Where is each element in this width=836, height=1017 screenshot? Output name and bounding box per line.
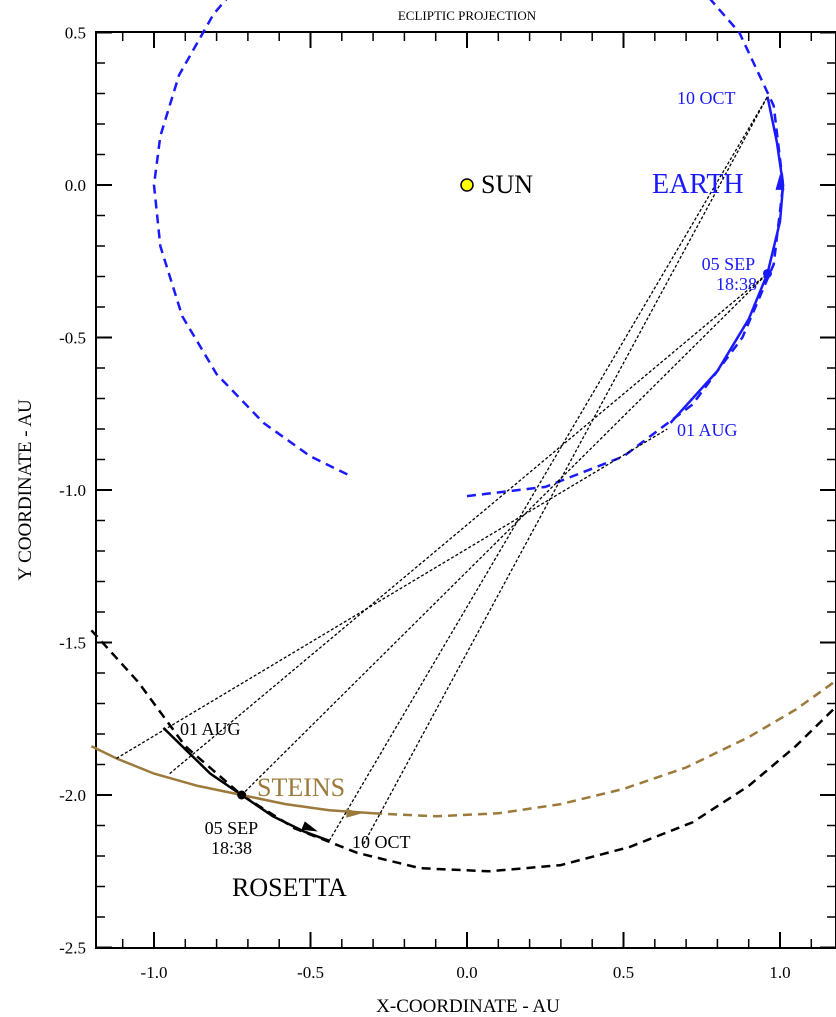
sun-marker — [460, 178, 474, 192]
y-tick-label: -2.5 — [59, 939, 86, 958]
earth-direction-arrow — [775, 173, 785, 190]
rosetta-direction-arrow — [301, 821, 318, 832]
axis-tick-labels: -1.0 -0.5 0.0 0.5 1.0 0.5 0.0 -0.5 -1.0 -1.5 -2.0 -… — [59, 24, 791, 983]
x-tick-label: -1.0 — [141, 963, 168, 982]
y-tick-label: 0.5 — [65, 24, 86, 43]
rosetta-label: ROSETTA — [232, 873, 347, 902]
sightline — [241, 272, 768, 796]
sightlines — [116, 96, 769, 845]
x-tick-label: 0.0 — [456, 963, 477, 982]
earth-date-label-2-line-2: 18:38 — [716, 274, 757, 294]
earth-date-label-2: 05 SEP 18:38 — [702, 254, 759, 294]
sightline — [116, 428, 668, 759]
y-tick-label: -1.5 — [59, 634, 86, 653]
x-tick-label: -0.5 — [297, 963, 324, 982]
sun-label: SUN — [481, 170, 533, 199]
steins-orbit-arc — [90, 745, 374, 815]
x-axis-title: X-COORDINATE - AU — [376, 996, 560, 1017]
y-tick-label: 0.0 — [65, 176, 86, 195]
x-tick-label: 1.0 — [769, 963, 790, 982]
axis-ticks — [96, 31, 836, 949]
rosetta-date-label-2-line-2: 18:38 — [211, 838, 252, 858]
y-tick-label: -1.0 — [59, 481, 86, 500]
earth-label: EARTH — [652, 169, 744, 200]
rosetta-date-label-3: 10 OCT — [352, 832, 411, 852]
steins-direction-arrow — [346, 808, 363, 818]
y-tick-label: -2.0 — [59, 786, 86, 805]
sightline — [363, 96, 769, 845]
x-tick-label: 0.5 — [613, 963, 634, 982]
rosetta-date-label-2: 05 SEP 18:38 — [205, 818, 262, 858]
annotations: SUN EARTH 01 AUG 10 OCT 05 SEP 18:38 ROS… — [180, 88, 759, 902]
earth-orbit-arc — [669, 96, 785, 424]
earth-orbit-dashed — [152, 0, 785, 498]
sightline — [328, 96, 769, 842]
markers — [237, 173, 785, 832]
rosetta-date-label-2-line-1: 05 SEP — [205, 818, 259, 838]
rosetta-date-label-1: 01 AUG — [180, 719, 241, 739]
rosetta-position-marker — [237, 790, 247, 800]
rosetta-orbit-dashed — [90, 629, 836, 873]
steins-label: STEINS — [257, 773, 345, 802]
earth-date-label-3: 10 OCT — [677, 88, 736, 108]
y-axis-title: Y COORDINATE - AU — [15, 399, 36, 581]
steins-orbit-dashed — [373, 679, 836, 818]
y-tick-label: -0.5 — [59, 329, 86, 348]
earth-position-marker — [762, 268, 772, 278]
chart-title: ECLIPTIC PROJECTION — [398, 8, 537, 23]
earth-date-label-2-line-1: 05 SEP — [702, 254, 756, 274]
earth-date-label-1: 01 AUG — [677, 420, 738, 440]
sightline — [169, 272, 768, 775]
